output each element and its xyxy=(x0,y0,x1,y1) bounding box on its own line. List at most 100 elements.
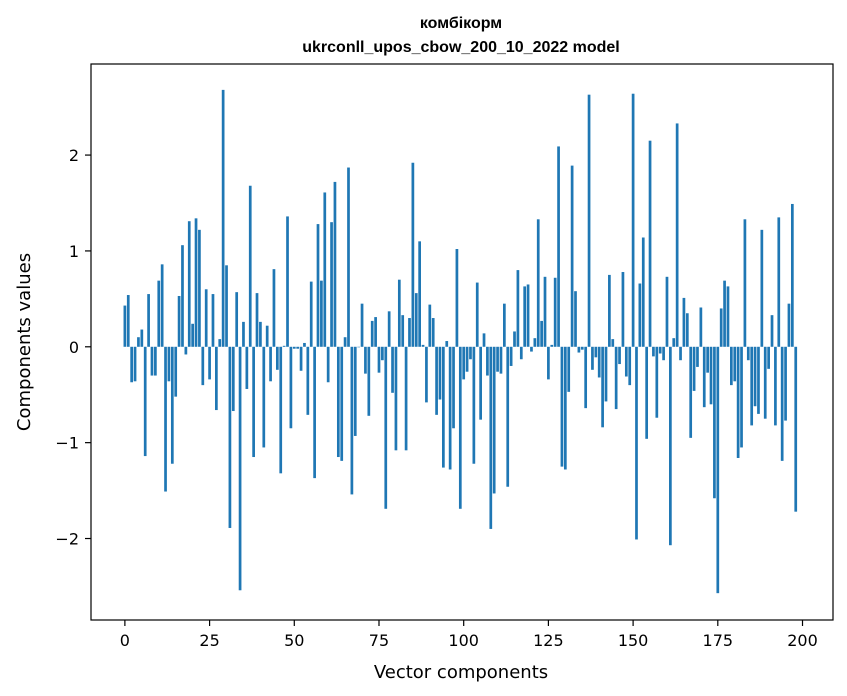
bar-41 xyxy=(262,346,266,448)
bar-91 xyxy=(431,318,435,347)
bar-13 xyxy=(167,346,171,382)
bar-39 xyxy=(255,293,259,347)
bar-170 xyxy=(699,307,703,347)
bar-130 xyxy=(563,346,567,470)
x-tick-label: 75 xyxy=(369,631,389,650)
bar-166 xyxy=(685,313,689,347)
bar-127 xyxy=(553,277,557,347)
bar-27 xyxy=(215,346,218,411)
bar-98 xyxy=(455,249,459,347)
bar-180 xyxy=(733,346,737,382)
bar-195 xyxy=(784,346,787,421)
bar-114 xyxy=(509,346,513,366)
bar-61 xyxy=(330,222,333,347)
bar-124 xyxy=(543,276,547,347)
y-tick-label: 0 xyxy=(69,338,79,357)
bar-79 xyxy=(391,346,394,393)
bar-148 xyxy=(624,346,628,377)
bar-159 xyxy=(662,346,665,361)
bar-197 xyxy=(790,203,794,347)
bar-6 xyxy=(143,346,147,457)
bar-16 xyxy=(177,295,181,347)
y-tick-label: 1 xyxy=(69,242,79,261)
bar-181 xyxy=(736,346,740,458)
x-tick-label: 150 xyxy=(618,631,649,650)
chart-subtitle: ukrconll_upos_cbow_200_10_2022 model xyxy=(302,39,619,56)
y-tick-label: −2 xyxy=(55,530,79,549)
bar-109 xyxy=(492,346,496,494)
bar-8 xyxy=(150,346,154,376)
bar-168 xyxy=(692,346,696,391)
bar-7 xyxy=(147,294,150,347)
bar-135 xyxy=(580,346,584,350)
bar-192 xyxy=(774,346,777,426)
bar-93 xyxy=(438,346,442,400)
bar-117 xyxy=(519,346,523,360)
bar-152 xyxy=(638,283,642,347)
bar-65 xyxy=(343,337,347,347)
bar-1 xyxy=(126,295,130,347)
bar-165 xyxy=(682,297,686,347)
bar-40 xyxy=(259,321,262,347)
bar-3 xyxy=(133,346,137,382)
bar-29 xyxy=(221,89,225,347)
plot-frame xyxy=(90,63,834,621)
bar-58 xyxy=(320,280,323,347)
x-axis-ticks: 0 25 50 75 100 125 150 175 200 xyxy=(120,620,818,650)
bar-171 xyxy=(702,346,706,408)
bar-102 xyxy=(469,346,472,360)
bar-28 xyxy=(218,339,222,347)
bar-83 xyxy=(404,346,408,451)
bar-50 xyxy=(292,346,296,349)
bar-25 xyxy=(208,346,211,380)
bar-5 xyxy=(140,329,144,347)
bar-54 xyxy=(306,346,310,415)
bar-11 xyxy=(160,264,164,347)
bar-95 xyxy=(445,341,449,347)
bar-44 xyxy=(272,269,276,347)
bar-12 xyxy=(164,346,167,492)
bar-147 xyxy=(621,272,625,347)
bar-158 xyxy=(658,346,662,354)
bar-126 xyxy=(550,344,554,347)
bar-64 xyxy=(340,346,344,461)
bar-139 xyxy=(594,346,598,358)
bar-169 xyxy=(696,346,699,367)
x-tick-label: 0 xyxy=(120,631,130,650)
bar-31 xyxy=(228,346,232,528)
bar-49 xyxy=(289,346,293,429)
bar-138 xyxy=(591,346,594,370)
bar-92 xyxy=(435,346,438,415)
bar-18 xyxy=(184,346,188,355)
bar-46 xyxy=(279,346,283,474)
bar-103 xyxy=(472,346,476,464)
bar-174 xyxy=(713,346,716,499)
bar-141 xyxy=(601,346,604,428)
bar-196 xyxy=(787,303,791,347)
bar-150 xyxy=(631,93,635,347)
x-tick-label: 100 xyxy=(448,631,479,650)
bar-136 xyxy=(584,346,588,409)
bar-47 xyxy=(282,345,286,347)
bar-36 xyxy=(245,346,249,389)
bar-105 xyxy=(479,346,482,420)
bar-140 xyxy=(597,346,601,378)
bar-70 xyxy=(360,303,364,347)
bar-60 xyxy=(326,346,330,383)
bars-group xyxy=(123,89,798,594)
bar-19 xyxy=(187,221,191,347)
bar-188 xyxy=(760,229,764,347)
bar-81 xyxy=(397,279,401,347)
bar-32 xyxy=(231,346,235,412)
bar-156 xyxy=(652,346,655,357)
bar-116 xyxy=(516,270,520,347)
y-axis-ticks: −2 −1 0 1 2 xyxy=(55,146,91,549)
bar-99 xyxy=(458,346,462,509)
bar-149 xyxy=(628,346,632,386)
bar-137 xyxy=(587,94,591,347)
bar-26 xyxy=(211,294,215,347)
bar-9 xyxy=(154,346,157,376)
bar-80 xyxy=(394,346,398,451)
bar-88 xyxy=(421,344,425,347)
bar-21 xyxy=(194,218,198,347)
